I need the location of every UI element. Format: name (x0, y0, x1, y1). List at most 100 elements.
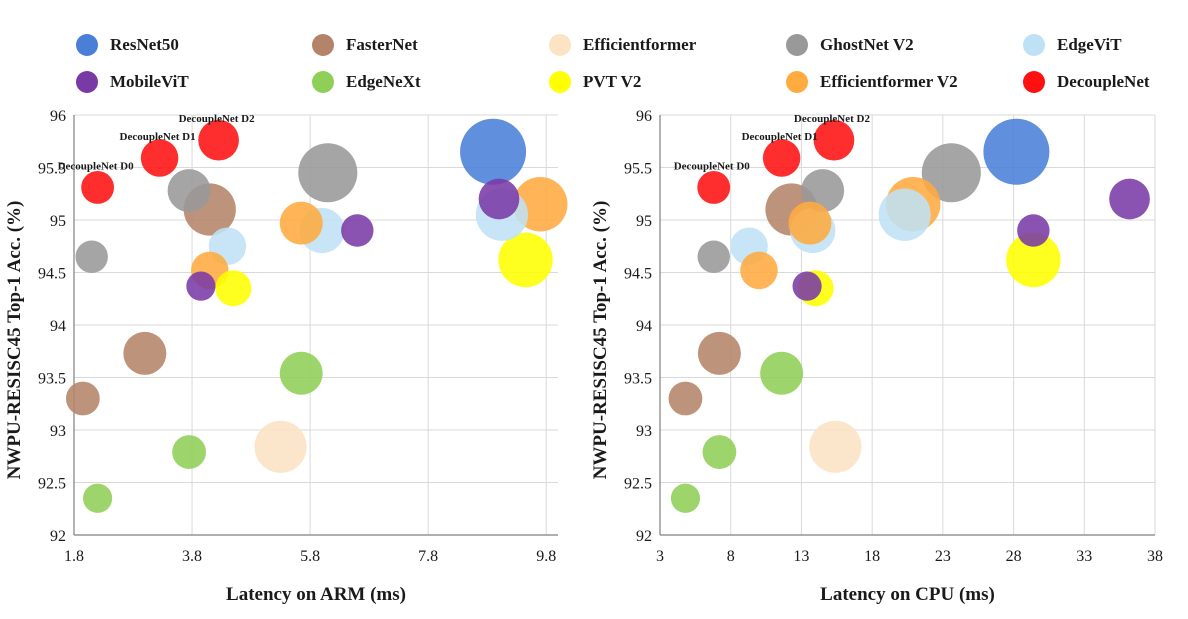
scatter-plot-1: 1.8 3.8 5.8 7.8 9.8 92 92.5 93 93.5 94 94.5 95 95.5 9… (4, 108, 568, 605)
point-annotation: DecoupleNet D1 (742, 131, 818, 143)
bubble-edgenext (279, 351, 323, 395)
bubble-mobilevit (341, 214, 374, 247)
y-tick-label: 96 (50, 108, 66, 125)
x-tick-label: 18 (864, 548, 880, 565)
legend-swatch-icon (549, 71, 571, 93)
bubble-decouplenet (813, 119, 855, 161)
bubble-pvt-v2 (498, 232, 553, 288)
legend-swatch-icon (76, 71, 98, 93)
bubble-efficientformer (254, 420, 307, 473)
x-tick-label: 3 (656, 548, 664, 565)
bubble-decouplenet (697, 171, 731, 204)
point-annotation: DecoupleNet D2 (179, 113, 256, 125)
bubble-decouplenet (762, 139, 801, 177)
x-tick-label: 33 (1076, 548, 1092, 565)
y-tick-label: 95.5 (38, 161, 66, 178)
bubble-resnet50 (983, 118, 1050, 185)
legend-label: Efficientformer (583, 35, 697, 54)
y-tick-label: 94.5 (624, 266, 652, 283)
bubble-decouplenet (140, 139, 179, 177)
bubble-efficientformer-v2 (788, 201, 832, 245)
legend-swatch-icon (76, 34, 98, 56)
legend-swatch-icon (312, 71, 334, 93)
bubble-ghostnet-v2 (298, 143, 358, 203)
legend-swatch-icon (1023, 71, 1045, 93)
y-tick-label: 95 (636, 213, 652, 230)
y-tick-label: 94 (636, 318, 652, 335)
y-tick-label: 96 (636, 108, 652, 125)
point-annotation: DecoupleNet D0 (674, 160, 751, 172)
legend-swatch-icon (1023, 34, 1045, 56)
bubble-fasternet (697, 331, 741, 375)
x-tick-label: 3.8 (182, 548, 202, 565)
bubble-fasternet (123, 331, 167, 375)
legend-item-fasternet: FasterNet (312, 33, 418, 57)
bubble-ghostnet-v2 (167, 169, 211, 213)
bubble-decouplenet (81, 171, 115, 204)
x-tick-label: 13 (793, 548, 809, 565)
legend-label: ResNet50 (110, 35, 179, 54)
x-tick-label: 38 (1147, 548, 1163, 565)
bubble-fasternet (65, 381, 100, 416)
legend-label: FasterNet (346, 35, 418, 54)
bubble-mobilevit (1017, 214, 1050, 247)
legend-item-decouplenet: DecoupleNet (1023, 70, 1150, 94)
y-tick-label: 93.5 (624, 371, 652, 388)
legend-item-edgenext: EdgeNeXt (312, 70, 421, 94)
point-annotation: DecoupleNet D1 (120, 131, 196, 143)
y-axis-title: NWPU-RESISC45 Top-1 Acc. (%) (590, 201, 611, 480)
x-tick-label: 8 (727, 548, 735, 565)
bubble-pvt-v2 (1006, 232, 1061, 288)
bubble-pvt-v2 (215, 270, 252, 307)
point-annotation: DecoupleNet D0 (58, 160, 135, 172)
legend-label: MobileViT (110, 72, 189, 91)
legend-item-pvt-v2: PVT V2 (549, 70, 641, 94)
bubble-ghostnet-v2 (697, 240, 730, 273)
legend-label: DecoupleNet (1057, 72, 1150, 91)
legend-swatch-icon (549, 34, 571, 56)
x-tick-label: 5.8 (300, 548, 320, 565)
point-annotation: DecoupleNet D2 (794, 113, 871, 125)
x-tick-label: 28 (1006, 548, 1022, 565)
x-tick-label: 1.8 (64, 548, 84, 565)
bubble-resnet50 (460, 118, 527, 185)
legend-swatch-icon (786, 71, 808, 93)
x-tick-label: 7.8 (418, 548, 438, 565)
y-tick-label: 92.5 (38, 476, 66, 493)
y-tick-label: 92.5 (624, 476, 652, 493)
bubble-efficientformer-v2 (279, 201, 323, 245)
bubble-efficientformer (809, 420, 862, 473)
y-tick-label: 92 (636, 528, 652, 545)
legend-label: PVT V2 (583, 72, 642, 91)
x-axis-title: Latency on CPU (ms) (820, 584, 995, 605)
bubble-ghostnet-v2 (921, 143, 981, 203)
bubble-mobilevit (186, 271, 216, 301)
scatter-plot-2: 3 8 13 18 23 28 33 389292.59393.59494.59595.596… (590, 108, 1163, 605)
bubble-ghostnet-v2 (801, 169, 845, 213)
bubble-edgevit (878, 188, 931, 241)
bubble-edgenext (670, 483, 701, 513)
y-tick-label: 93 (636, 423, 652, 440)
legend-label: EdgeViT (1057, 35, 1122, 54)
bubble-edgenext (83, 483, 113, 513)
y-tick-label: 93 (50, 423, 66, 440)
legend-item-mobilevit: MobileViT (76, 70, 189, 94)
legend-item-resnet50: ResNet50 (76, 33, 179, 57)
bubble-edgenext (172, 435, 206, 469)
bubble-mobilevit (1109, 178, 1150, 220)
legend-label: Efficientformer V2 (820, 72, 958, 91)
bubble-efficientformer-v2 (740, 251, 778, 290)
legend-swatch-icon (312, 34, 334, 56)
bubble-fasternet (668, 381, 703, 416)
legend-label: EdgeNeXt (346, 72, 421, 91)
y-tick-label: 95 (50, 213, 66, 230)
bubble-mobilevit (792, 271, 822, 301)
y-axis-title: NWPU-RESISC45 Top-1 Acc. (%) (4, 201, 25, 480)
x-axis-title: Latency on ARM (ms) (226, 584, 406, 605)
legend-item-edgevit: EdgeViT (1023, 33, 1122, 57)
bubble-edgenext (760, 351, 804, 395)
legend-item-efficientformer-v2: Efficientformer V2 (786, 70, 958, 94)
x-tick-label: 23 (935, 548, 951, 565)
bubble-decouplenet (198, 119, 239, 161)
